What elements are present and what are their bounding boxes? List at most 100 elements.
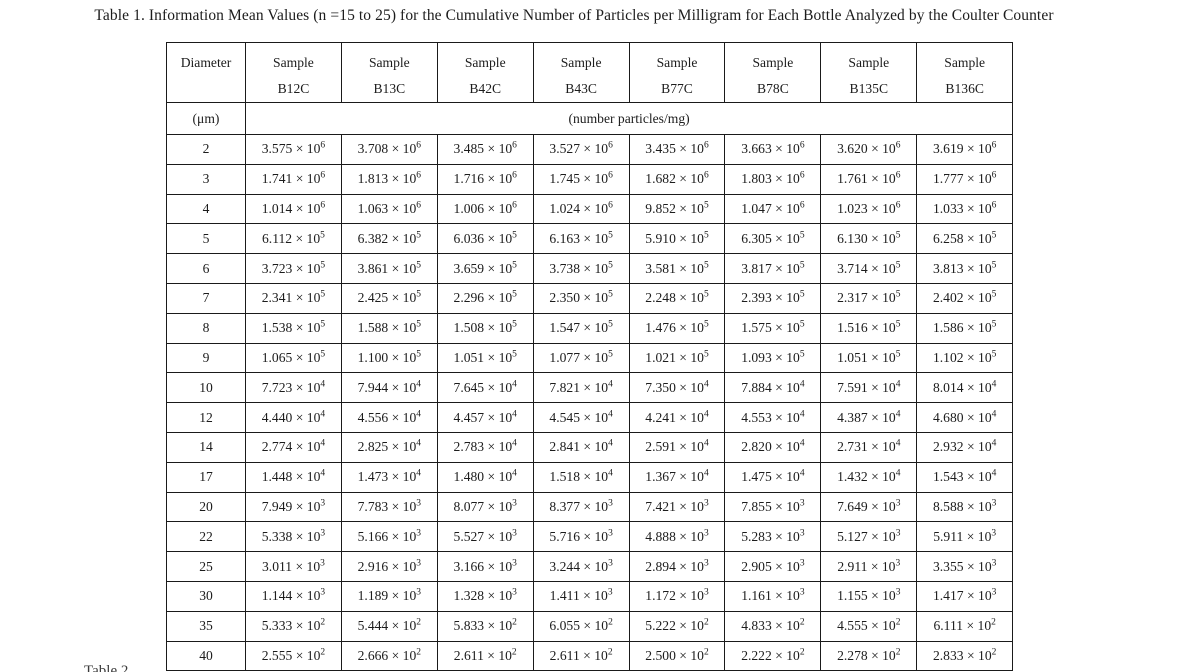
exponent: 6 [512, 200, 517, 211]
value-cell: 2.611 × 102 [532, 640, 630, 672]
sample-label: Sample [273, 55, 314, 70]
exponent: 3 [607, 587, 613, 598]
exponent: 3 [799, 587, 805, 598]
value-cell: 6.305 × 105 [724, 223, 822, 255]
table-row: 35 5.333 × 102 5.444 × 102 5.833 × 102 6.055… [166, 610, 1014, 642]
value-cell: 1.093 × 105 [724, 342, 822, 374]
exponent: 6 [799, 200, 805, 211]
exponent: 3 [991, 558, 997, 569]
table-row: 7 2.341 × 105 2.425 × 105 2.296 × 105 2.350 … [166, 282, 1014, 314]
value-cell: 1.023 × 106 [820, 193, 918, 225]
table-row: 10 7.723 × 104 7.944 × 104 7.645 × 104 7.821… [166, 372, 1014, 404]
table-row: 12 4.440 × 104 4.556 × 104 4.457 × 104 4.545… [166, 402, 1014, 433]
value-cell: 4.888 × 103 [628, 521, 726, 553]
value-cell: 2.932 × 104 [916, 431, 1014, 463]
exponent: 5 [703, 349, 709, 360]
value-cell: 6.258 × 105 [916, 223, 1014, 255]
value-cell: 2.894 × 103 [628, 551, 726, 582]
exponent: 6 [991, 140, 997, 151]
value-cell: 1.144 × 103 [245, 580, 342, 612]
exponent: 4 [703, 379, 709, 390]
diameter-cell: 9 [166, 342, 246, 374]
exponent: 6 [895, 140, 901, 151]
value-cell: 3.527 × 106 [532, 134, 630, 165]
value-cell: 5.444 × 102 [340, 610, 438, 642]
exponent: 5 [416, 260, 422, 271]
value-cell: 7.421 × 103 [628, 491, 726, 523]
exponent: 3 [703, 587, 709, 598]
exponent: 2 [320, 617, 326, 628]
exponent: 3 [703, 498, 709, 509]
value-cell: 5.166 × 103 [340, 521, 438, 553]
exponent: 3 [703, 528, 709, 539]
sample-label: Sample [368, 55, 410, 70]
table-body: 2 3.575 × 106 3.708 × 106 3.485 × 106 3.527 … [166, 134, 1014, 672]
value-cell: 2.278 × 102 [820, 640, 918, 672]
exponent: 5 [416, 349, 422, 360]
value-cell: 7.884 × 104 [724, 372, 822, 404]
value-cell: 3.435 × 106 [628, 134, 726, 165]
sample-column-header: Sample B77C [628, 42, 726, 103]
value-cell: 1.745 × 106 [532, 163, 630, 195]
exponent: 5 [895, 319, 901, 330]
exponent: 5 [895, 349, 901, 360]
value-cell: 2.841 × 104 [532, 431, 630, 463]
sample-id: B135C [849, 81, 889, 96]
next-table-caption-partial: Table 2. [84, 664, 133, 672]
sample-id: B42C [469, 81, 502, 96]
value-cell: 2.833 × 102 [916, 640, 1014, 672]
exponent: 4 [799, 438, 805, 449]
value-cell: 2.774 × 104 [245, 431, 342, 463]
exponent: 4 [608, 409, 613, 420]
exponent: 5 [703, 289, 709, 300]
value-cell: 2.611 × 102 [436, 640, 534, 672]
value-cell: 2.350 × 105 [532, 282, 630, 314]
exponent: 3 [416, 587, 422, 598]
value-cell: 7.949 × 103 [245, 491, 342, 523]
value-cell: 4.457 × 104 [436, 402, 534, 433]
value-cell: 1.411 × 103 [532, 580, 630, 612]
table-row: 20 7.949 × 103 7.783 × 103 8.077 × 103 8.377… [166, 491, 1014, 523]
value-cell: 2.783 × 104 [436, 431, 534, 463]
exponent: 3 [608, 498, 613, 509]
sample-id: B43C [565, 81, 597, 96]
exponent: 6 [895, 200, 901, 211]
exponent: 6 [703, 170, 709, 181]
table-row: 14 2.774 × 104 2.825 × 104 2.783 × 104 2.841… [166, 431, 1014, 463]
value-cell: 5.910 × 105 [628, 223, 726, 255]
table-row: 6 3.723 × 105 3.861 × 105 3.659 × 105 3.738 … [166, 253, 1014, 284]
exponent: 3 [799, 528, 805, 539]
exponent: 5 [608, 260, 613, 271]
sample-id: B78C [757, 81, 789, 96]
exponent: 6 [512, 140, 517, 151]
diameter-cell: 8 [166, 312, 246, 344]
sample-label: Sample [752, 55, 794, 70]
value-cell: 6.130 × 105 [820, 223, 918, 255]
value-cell: 1.813 × 106 [340, 163, 438, 195]
table-caption: Table 1. Information Mean Values (n =15 … [94, 7, 1054, 24]
value-cell: 1.367 × 104 [628, 461, 726, 493]
exponent: 4 [799, 379, 805, 390]
values-unit-label: (number particles/mg) [244, 102, 1014, 135]
exponent: 2 [608, 617, 613, 628]
table-row: 22 5.338 × 103 5.166 × 103 5.527 × 103 5.716… [166, 521, 1014, 553]
exponent: 4 [895, 379, 901, 390]
value-cell: 3.714 × 105 [820, 253, 918, 284]
exponent: 3 [512, 528, 517, 539]
exponent: 3 [512, 498, 517, 509]
exponent: 4 [703, 409, 709, 420]
value-cell: 1.716 × 106 [436, 163, 534, 195]
exponent: 5 [799, 260, 805, 271]
value-cell: 4.680 × 104 [916, 402, 1014, 433]
value-cell: 7.350 × 104 [628, 372, 726, 404]
value-cell: 7.723 × 104 [245, 372, 342, 404]
value-cell: 3.663 × 106 [724, 134, 822, 165]
exponent: 5 [320, 289, 326, 300]
table-row: 25 3.011 × 103 2.916 × 103 3.166 × 103 3.244… [166, 551, 1014, 582]
particles-table: Diameter Sample B12C Sample B13C Sample B42C S… [166, 42, 1014, 672]
exponent: 5 [512, 230, 517, 241]
exponent: 6 [512, 170, 517, 181]
exponent: 4 [416, 379, 422, 390]
exponent: 3 [608, 558, 613, 569]
sample-label: Sample [848, 55, 890, 70]
